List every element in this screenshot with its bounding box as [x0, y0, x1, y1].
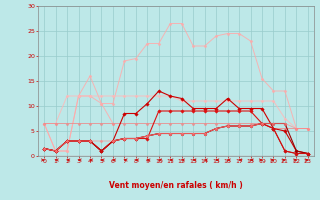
X-axis label: Vent moyen/en rafales ( km/h ): Vent moyen/en rafales ( km/h ) — [109, 181, 243, 190]
